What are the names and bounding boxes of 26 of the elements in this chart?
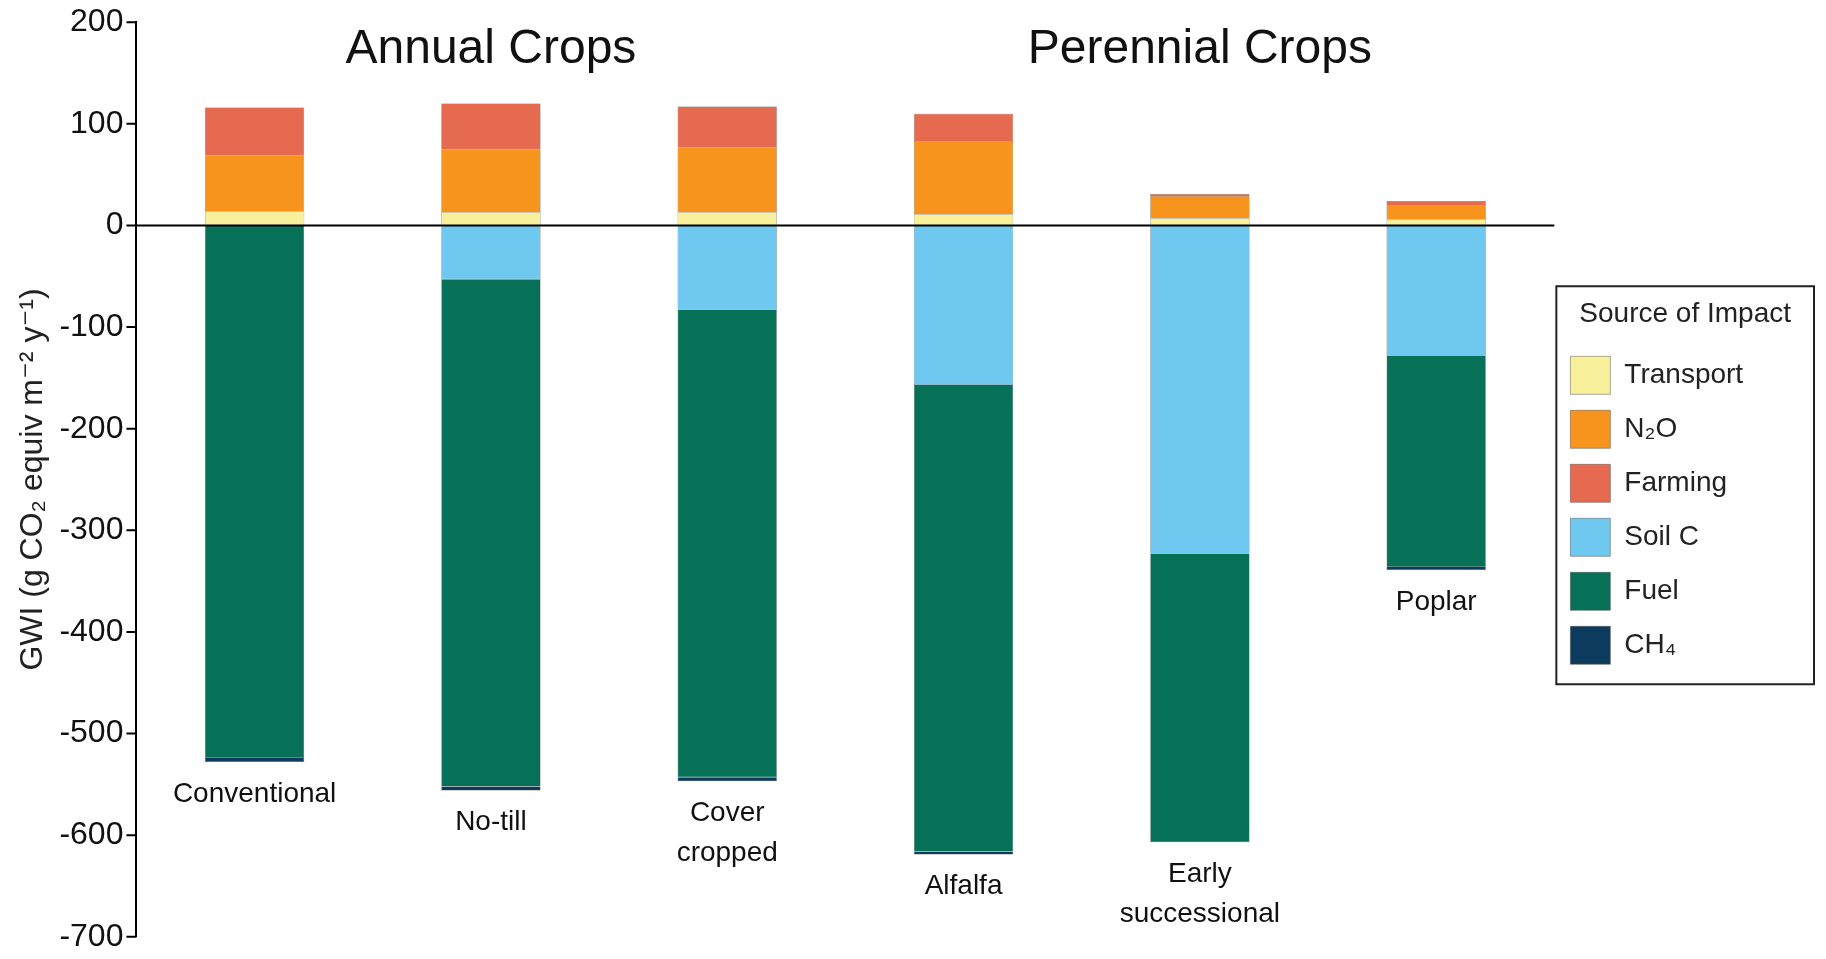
y-tick-label: 0 (105, 205, 124, 242)
legend-label: Fuel (1624, 574, 1679, 606)
y-tick-label: -200 (59, 408, 124, 445)
x-tick-label: Early successional (1119, 857, 1281, 929)
y-tick-label: -400 (59, 611, 124, 648)
y-tick-label: -500 (59, 713, 124, 750)
y-tick-label: -100 (59, 306, 124, 343)
y-tick-label: 100 (70, 103, 124, 140)
x-tick-label: Alfalfa (924, 869, 1003, 901)
legend-title: Source of Impact (1579, 297, 1792, 329)
y-tick-label: -600 (59, 815, 124, 852)
annotation: Perennial Crops (1027, 20, 1372, 74)
annotation: Annual Crops (345, 20, 637, 74)
x-tick-label: Poplar (1395, 584, 1477, 616)
legend-label: CH₄ (1624, 628, 1677, 660)
legend-label: Soil C (1624, 520, 1700, 552)
y-tick-label: 200 (70, 2, 124, 39)
y-axis-title: GWI (g CO₂ equiv m⁻² y⁻¹) (13, 288, 50, 671)
y-tick-label: -700 (59, 916, 124, 953)
x-tick-label: No-till (455, 805, 527, 837)
legend-label: N₂O (1624, 412, 1678, 444)
y-tick-label: -300 (59, 510, 124, 547)
legend-label: Transport (1624, 358, 1744, 390)
x-tick-label: Conventional (172, 776, 337, 808)
x-tick-label: Cover cropped (676, 796, 778, 868)
legend-label: Farming (1624, 466, 1728, 498)
